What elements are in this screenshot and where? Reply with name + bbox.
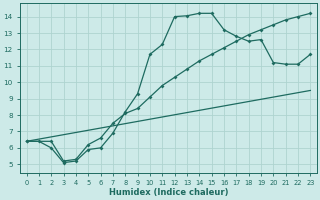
X-axis label: Humidex (Indice chaleur): Humidex (Indice chaleur) [109, 188, 228, 197]
